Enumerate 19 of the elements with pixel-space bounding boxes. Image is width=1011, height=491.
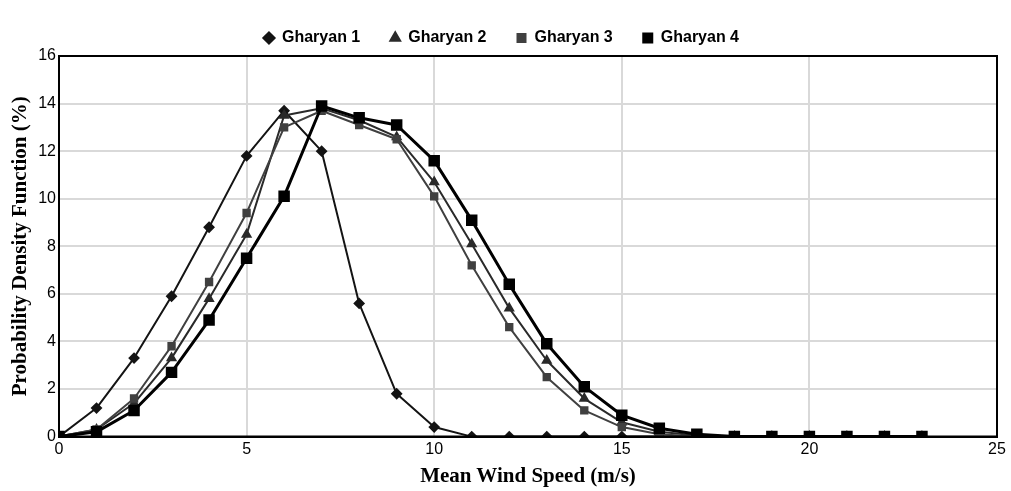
x-tick-label: 10 [425,439,444,457]
legend-label: Gharyan 1 [281,28,361,46]
y-tick-label: 8 [47,236,57,254]
y-tick-label: 16 [38,46,57,64]
y-tick-label: 4 [47,331,57,349]
legend-label: Gharyan 3 [534,28,613,46]
x-tick-label: 15 [612,439,631,457]
y-tick-label: 12 [38,141,57,159]
y-tick-label: 10 [38,189,57,207]
y-tick-label: 6 [47,284,57,302]
x-tick-label: 25 [988,439,1006,457]
y-axis-title: Probability Density Function (%) [7,96,32,397]
x-axis-title: Mean Wind Speed (m/s) [420,462,636,487]
y-tick-label: 2 [47,379,57,397]
x-tick-label: 5 [242,439,252,457]
y-tick-label: 14 [38,93,57,111]
x-tick-label: 20 [800,439,819,457]
legend-label: Gharyan 2 [408,28,487,46]
legend-label: Gharyan 4 [660,28,740,46]
